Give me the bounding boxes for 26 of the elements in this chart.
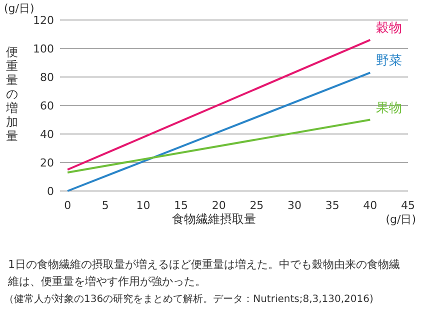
series-label: 穀物: [376, 20, 402, 36]
x-tick-label: 30: [288, 198, 302, 212]
series-label: 果物: [376, 100, 402, 116]
y-tick-label: 120: [33, 14, 54, 27]
x-tick-label: 35: [325, 198, 340, 212]
y-axis-title: 便重量の増加量: [5, 45, 18, 143]
y-tick-label: 100: [33, 42, 54, 56]
x-tick-label: 10: [136, 198, 150, 212]
y-tick-label: 60: [40, 99, 54, 112]
x-tick-label: 5: [102, 198, 109, 212]
x-tick-label: 15: [174, 198, 188, 212]
y-tick-label: 80: [40, 70, 54, 84]
text: (g/日): [386, 213, 416, 226]
x-tick-label: 40: [363, 198, 378, 212]
x-tick-label: 0: [64, 198, 72, 212]
y-tick-label: 20: [40, 156, 54, 170]
text: (g/日): [4, 2, 34, 15]
x-tick-label: 25: [250, 198, 264, 212]
text: 1日の食物繊維の摂取量が増えるほど便重量は増えた。中でも穀物由来の食物繊維は、便重量を増やす作用が強かった。: [7, 258, 400, 288]
x-tick-label: 45: [401, 198, 415, 212]
text: （健常人が対象の136の研究をまとめて解析。データ：Nutrients;8,3,130,2016): [4, 293, 374, 305]
y-tick-label: 0: [47, 184, 54, 198]
x-tick-label: 20: [212, 198, 226, 212]
y-tick-label: 40: [40, 128, 54, 141]
series-label: 野菜: [376, 54, 402, 69]
x-axis-title: 食物繊維摂取量: [172, 212, 256, 226]
